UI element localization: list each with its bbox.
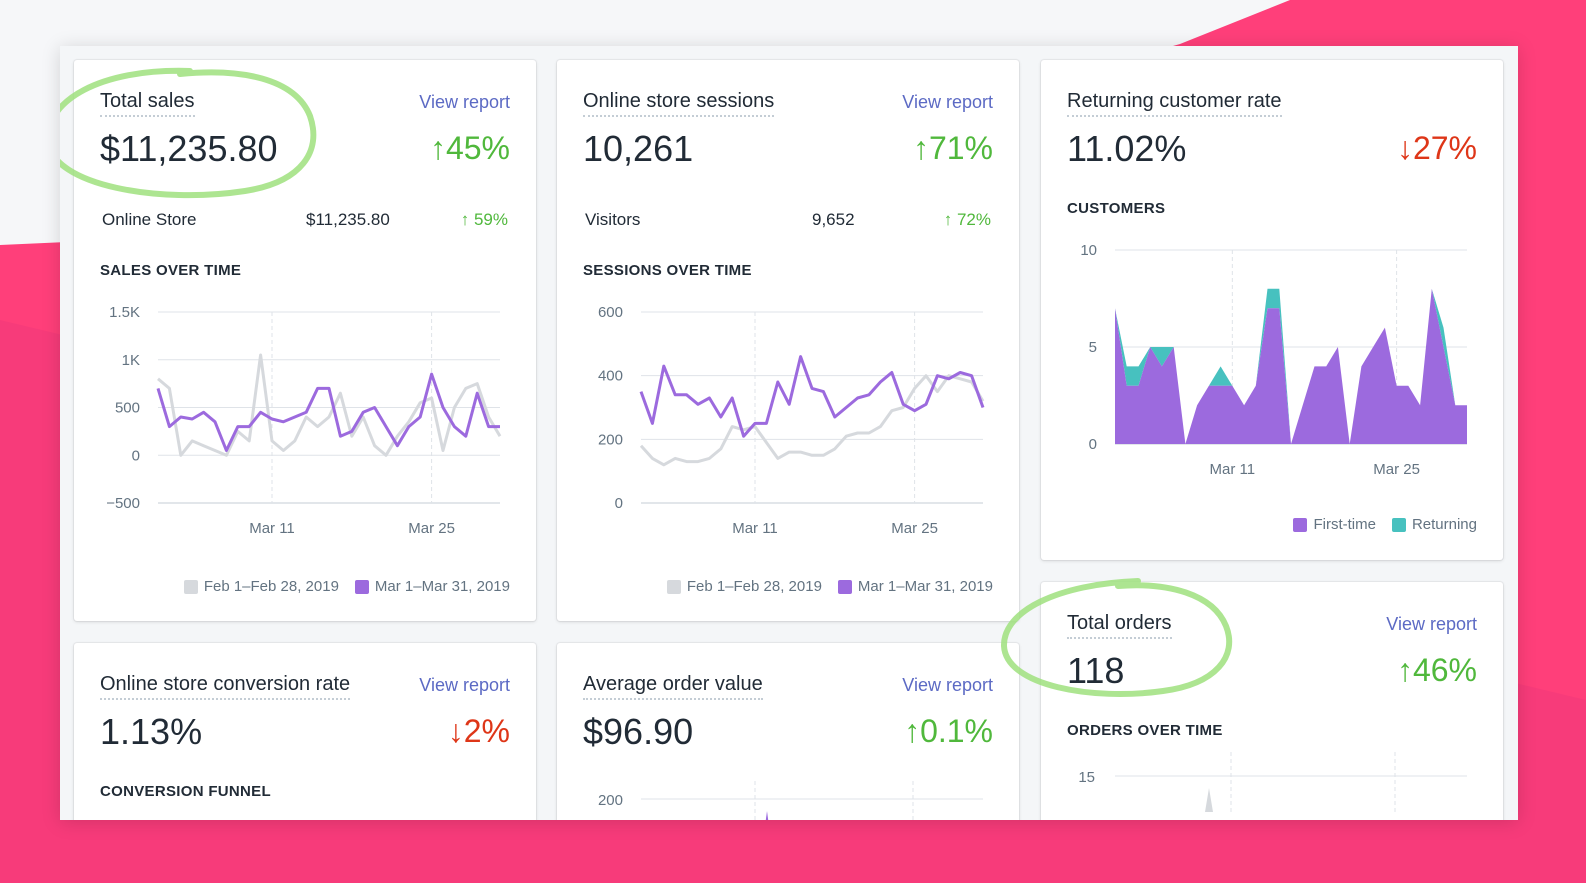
legend-label-prev: Feb 1–Feb 28, 2019 [203, 578, 339, 595]
conversion-rate-delta: ↓2% [447, 713, 510, 749]
legend-item-prev[interactable]: Feb 1–Feb 28, 2019 [183, 578, 339, 595]
sales-over-time-heading: SALES OVER TIME [100, 262, 242, 279]
legend-label-first-time: First-time [1313, 516, 1376, 533]
aov-view-report-link[interactable]: View report [902, 675, 993, 695]
legend-label-curr: Mar 1–Mar 31, 2019 [374, 578, 510, 595]
y-tick-label: 10 [1080, 242, 1097, 259]
visitors-delta: ↑ 72% [943, 210, 991, 229]
legend-label-returning: Returning [1411, 516, 1477, 533]
total-orders-card: Total orders View report 118 ↑46% ORDERS… [1041, 582, 1503, 820]
y-tick-label: 15 [1078, 769, 1095, 786]
online-store-label: Online Store [102, 210, 197, 229]
conversion-rate-title[interactable]: Online store conversion rate [100, 673, 351, 700]
returning-customer-delta: ↓27% [1396, 130, 1477, 166]
y-tick-label: 1K [122, 352, 140, 369]
total-sales-view-report-link[interactable]: View report [419, 92, 510, 112]
aov-chart: 200 [598, 781, 983, 820]
legend-item-returning[interactable]: Returning [1391, 516, 1477, 533]
orders-over-time-heading: ORDERS OVER TIME [1067, 722, 1223, 739]
x-tick-label: Mar 11 [1210, 461, 1256, 478]
total-sales-card: Total sales View report $11,235.80 ↑45% … [74, 60, 536, 621]
legend-item-curr[interactable]: Mar 1–Mar 31, 2019 [837, 578, 993, 595]
y-tick-label: 400 [598, 368, 623, 385]
series-line-curr [156, 372, 500, 452]
series-line-curr [639, 355, 985, 438]
aov-title[interactable]: Average order value [583, 673, 763, 700]
sales-legend: Feb 1–Feb 28, 2019 Mar 1–Mar 31, 2019 [183, 578, 510, 595]
y-tick-label: 5 [1089, 339, 1097, 356]
series-line-prev [157, 353, 502, 457]
sessions-value: 10,261 [583, 128, 694, 169]
legend-swatch-curr [837, 579, 852, 594]
total-orders-view-report-link[interactable]: View report [1386, 614, 1477, 634]
series-line-prev [639, 374, 985, 467]
legend-item-first-time[interactable]: First-time [1293, 516, 1376, 533]
returning-customer-value: 11.02% [1067, 128, 1187, 169]
y-tick-label: 0 [132, 447, 140, 464]
returning-customer-card: Returning customer rate 11.02% ↓27% CUST… [1041, 60, 1503, 560]
sessions-delta: ↑71% [912, 130, 993, 166]
visitors-label: Visitors [585, 210, 641, 229]
conversion-view-report-link[interactable]: View report [419, 675, 510, 695]
legend-item-prev[interactable]: Feb 1–Feb 28, 2019 [666, 578, 822, 595]
y-tick-label: 500 [115, 400, 140, 417]
aov-value: $96.90 [583, 711, 694, 752]
legend-item-curr[interactable]: Mar 1–Mar 31, 2019 [354, 578, 510, 595]
sessions-over-time-heading: SESSIONS OVER TIME [583, 262, 752, 279]
y-tick-label: 0 [1089, 436, 1097, 453]
sessions-legend: Feb 1–Feb 28, 2019 Mar 1–Mar 31, 2019 [666, 578, 993, 595]
legend-label-prev: Feb 1–Feb 28, 2019 [686, 578, 822, 595]
sessions-title[interactable]: Online store sessions [583, 90, 775, 117]
x-tick-label: Mar 25 [891, 520, 938, 537]
total-sales-title[interactable]: Total sales [100, 90, 195, 117]
series-peak [1205, 788, 1213, 812]
x-tick-label: Mar 11 [732, 520, 778, 537]
total-sales-value: $11,235.80 [100, 128, 278, 169]
online-store-value: $11,235.80 [306, 210, 390, 229]
y-tick-label: 600 [598, 304, 623, 321]
orders-chart: 15 [1078, 752, 1467, 812]
series-peak [765, 811, 769, 820]
legend-swatch-first-time [1293, 517, 1308, 532]
legend-swatch-curr [354, 579, 369, 594]
customers-legend: First-time Returning [1293, 516, 1477, 533]
sales-over-time-chart: 1.5K 1K 500 0 −500 Mar 11 Mar 25 [106, 304, 502, 537]
legend-swatch-prev [666, 579, 681, 594]
y-tick-label: 1.5K [109, 304, 140, 321]
y-tick-label: −500 [106, 495, 140, 512]
y-tick-label: 200 [598, 431, 623, 448]
returning-customer-title[interactable]: Returning customer rate [1067, 90, 1282, 117]
x-tick-label: Mar 25 [408, 520, 455, 537]
sessions-card: Online store sessions View report 10,261… [557, 60, 1019, 621]
total-orders-value: 118 [1067, 650, 1125, 691]
average-order-value-card: Average order value View report $96.90 ↑… [557, 643, 1019, 820]
legend-swatch-returning [1391, 517, 1406, 532]
area-first-time [1115, 288, 1467, 444]
sessions-view-report-link[interactable]: View report [902, 92, 993, 112]
customers-heading: CUSTOMERS [1067, 200, 1166, 217]
conversion-rate-value: 1.13% [100, 711, 203, 752]
conversion-rate-card: Online store conversion rate View report… [74, 643, 536, 820]
x-tick-label: Mar 25 [1373, 461, 1420, 478]
total-sales-delta: ↑45% [429, 130, 510, 166]
aov-delta: ↑0.1% [904, 713, 993, 749]
dashboard: Total sales View report $11,235.80 ↑45% … [60, 46, 1518, 820]
y-tick-label: 200 [598, 792, 623, 809]
visitors-value: 9,652 [812, 210, 855, 229]
legend-label-curr: Mar 1–Mar 31, 2019 [857, 578, 993, 595]
online-store-delta: ↑ 59% [460, 210, 508, 229]
total-orders-title[interactable]: Total orders [1067, 612, 1172, 639]
conversion-funnel-heading: CONVERSION FUNNEL [100, 783, 271, 800]
customers-chart: 10 5 0 Mar 11 Mar 25 [1080, 242, 1467, 478]
legend-swatch-prev [183, 579, 198, 594]
y-tick-label: 0 [615, 495, 623, 512]
sessions-over-time-chart: 600 400 200 0 Mar 11 Mar 25 [598, 304, 985, 537]
x-tick-label: Mar 11 [249, 520, 295, 537]
total-orders-delta: ↑46% [1396, 652, 1477, 688]
